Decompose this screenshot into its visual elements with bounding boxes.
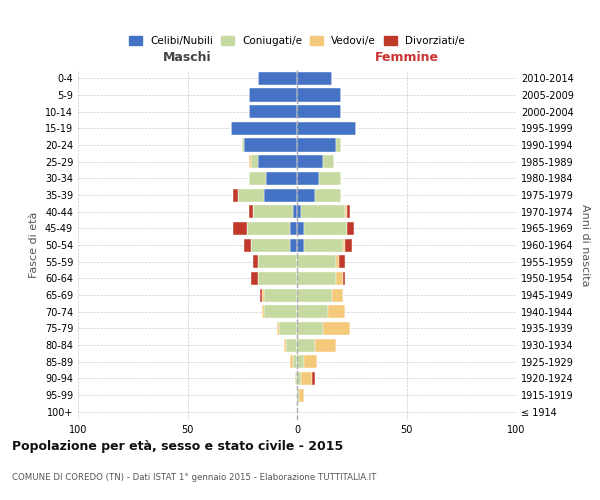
Bar — [277, 322, 280, 335]
Y-axis label: Anni di nascita: Anni di nascita — [580, 204, 590, 286]
Bar — [347, 205, 350, 218]
Bar — [257, 155, 297, 168]
Bar — [293, 205, 297, 218]
Bar — [297, 388, 299, 402]
Bar — [266, 172, 297, 185]
Bar — [264, 288, 297, 302]
Bar — [297, 88, 341, 102]
Bar — [297, 255, 337, 268]
Bar — [297, 172, 319, 185]
Bar — [249, 88, 297, 102]
Bar — [297, 338, 314, 351]
Bar — [343, 272, 345, 285]
Bar — [313, 372, 314, 385]
Bar — [297, 305, 328, 318]
Bar — [244, 238, 251, 252]
Bar — [233, 188, 238, 202]
Bar — [297, 105, 341, 118]
Bar — [314, 188, 341, 202]
Bar — [247, 222, 290, 235]
Bar — [290, 238, 297, 252]
Bar — [337, 255, 338, 268]
Bar — [319, 172, 341, 185]
Bar — [251, 272, 257, 285]
Bar — [233, 222, 247, 235]
Bar — [251, 155, 257, 168]
Bar — [297, 188, 314, 202]
Bar — [232, 122, 297, 135]
Bar — [314, 338, 337, 351]
Bar — [332, 288, 343, 302]
Bar — [284, 338, 286, 351]
Bar — [328, 305, 345, 318]
Bar — [297, 122, 356, 135]
Bar — [304, 238, 343, 252]
Bar — [253, 255, 257, 268]
Bar — [295, 372, 297, 385]
Bar — [242, 138, 244, 151]
Bar — [297, 355, 304, 368]
Bar — [301, 205, 345, 218]
Bar — [257, 72, 297, 85]
Bar — [297, 222, 304, 235]
Bar — [297, 272, 337, 285]
Text: Popolazione per età, sesso e stato civile - 2015: Popolazione per età, sesso e stato civil… — [12, 440, 343, 453]
Bar — [286, 338, 297, 351]
Bar — [323, 155, 334, 168]
Bar — [297, 72, 332, 85]
Bar — [257, 255, 297, 268]
Bar — [260, 288, 262, 302]
Bar — [262, 288, 264, 302]
Bar — [293, 355, 297, 368]
Text: Femmine: Femmine — [374, 51, 439, 64]
Bar — [264, 188, 297, 202]
Bar — [262, 305, 264, 318]
Text: Maschi: Maschi — [163, 51, 212, 64]
Bar — [249, 105, 297, 118]
Bar — [337, 272, 343, 285]
Bar — [345, 238, 352, 252]
Bar — [264, 305, 297, 318]
Legend: Celibi/Nubili, Coniugati/e, Vedovi/e, Divorziati/e: Celibi/Nubili, Coniugati/e, Vedovi/e, Di… — [126, 33, 468, 50]
Bar — [297, 288, 332, 302]
Bar — [249, 205, 253, 218]
Bar — [297, 238, 304, 252]
Bar — [301, 372, 313, 385]
Bar — [338, 255, 345, 268]
Text: COMUNE DI COREDO (TN) - Dati ISTAT 1° gennaio 2015 - Elaborazione TUTTITALIA.IT: COMUNE DI COREDO (TN) - Dati ISTAT 1° ge… — [12, 472, 376, 482]
Bar — [299, 388, 304, 402]
Bar — [244, 138, 297, 151]
Bar — [297, 138, 337, 151]
Bar — [253, 205, 293, 218]
Bar — [297, 372, 301, 385]
Bar — [297, 155, 323, 168]
Bar — [337, 138, 341, 151]
Bar — [238, 188, 264, 202]
Bar — [249, 155, 251, 168]
Bar — [345, 205, 347, 218]
Bar — [249, 172, 266, 185]
Bar — [343, 238, 345, 252]
Bar — [323, 322, 350, 335]
Bar — [290, 355, 293, 368]
Bar — [297, 322, 323, 335]
Bar — [290, 222, 297, 235]
Y-axis label: Fasce di età: Fasce di età — [29, 212, 39, 278]
Bar — [251, 238, 290, 252]
Bar — [257, 272, 297, 285]
Bar — [347, 222, 354, 235]
Bar — [304, 222, 347, 235]
Bar — [280, 322, 297, 335]
Bar — [304, 355, 317, 368]
Bar — [297, 205, 301, 218]
